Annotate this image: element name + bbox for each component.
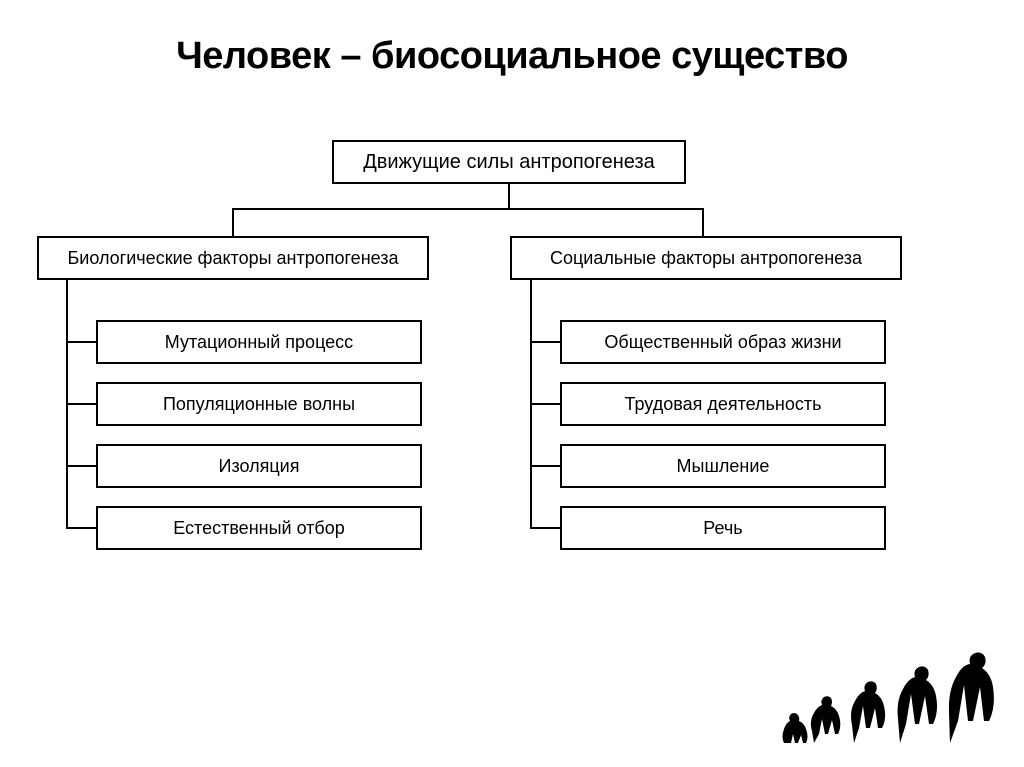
root-node: Движущие силы антропогенеза [332, 140, 686, 184]
evolution-silhouette-icon [776, 645, 1006, 755]
leaf-node: Популяционные волны [96, 382, 422, 426]
connector-root-down [508, 184, 510, 210]
connector-leaf [530, 527, 560, 529]
connector-leaf [66, 341, 96, 343]
connector-leaf [530, 403, 560, 405]
leaf-node: Трудовая деятельность [560, 382, 886, 426]
connector-to-branch-left [232, 208, 234, 236]
leaf-node: Мутационный процесс [96, 320, 422, 364]
leaf-node: Естественный отбор [96, 506, 422, 550]
branch-node-biological: Биологические факторы антропогенеза [37, 236, 429, 280]
branch-node-social: Социальные факторы антропогенеза [510, 236, 902, 280]
leaf-node: Речь [560, 506, 886, 550]
connector-leaf [66, 465, 96, 467]
connector-to-branch-right [702, 208, 704, 236]
connector-leaf [530, 465, 560, 467]
leaf-node: Изоляция [96, 444, 422, 488]
connector-horizontal [232, 208, 704, 210]
connector-leaf [530, 341, 560, 343]
connector-leaf [66, 527, 96, 529]
page-title: Человек – биосоциальное существо [0, 0, 1024, 78]
leaf-node: Мышление [560, 444, 886, 488]
leaf-node: Общественный образ жизни [560, 320, 886, 364]
connector-leaf [66, 403, 96, 405]
